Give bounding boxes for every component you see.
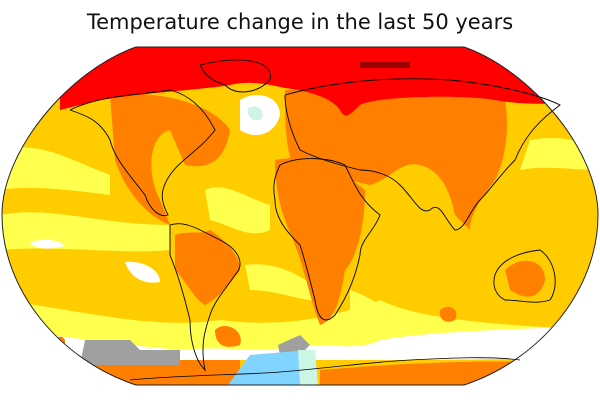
map-title: Temperature change in the last 50 years xyxy=(86,10,514,34)
region-antarctic-slight-cooling xyxy=(298,350,318,385)
coast-africa xyxy=(273,158,381,321)
coast-greenland xyxy=(199,59,271,93)
band-slight-north-pacific-east xyxy=(2,147,110,195)
region-africa xyxy=(275,158,365,325)
region-north-atlantic-cool xyxy=(247,106,263,121)
map-frame xyxy=(1,46,599,386)
region-antarctic-peninsula xyxy=(185,388,255,395)
region-south-atlantic-patch xyxy=(215,325,241,347)
region-north-america xyxy=(110,93,230,225)
coast-south-america xyxy=(169,223,241,372)
coast-australia xyxy=(493,249,556,303)
band-slight-tasman xyxy=(350,290,393,340)
region-indian-patch xyxy=(439,306,457,322)
region-australia xyxy=(505,260,545,297)
region-antarctic-cooling xyxy=(228,350,318,385)
coast-eurasia xyxy=(284,78,561,231)
region-arctic xyxy=(60,47,598,116)
coast-north-america xyxy=(69,89,216,217)
region-siberia-extreme xyxy=(360,62,410,68)
coastlines xyxy=(69,59,561,381)
region-pacific-neutral-2 xyxy=(125,261,160,283)
region-antarctic-no-data xyxy=(80,340,180,365)
region-south-america xyxy=(175,230,240,305)
region-pacific-neutral-1 xyxy=(30,239,65,249)
region-eurasia xyxy=(285,90,507,230)
band-slight-south-atlantic xyxy=(245,264,330,302)
coast-antarctica xyxy=(129,357,521,381)
band-slight-atlantic xyxy=(205,187,270,234)
region-pacific-patch xyxy=(54,336,66,347)
band-slight-west-pacific xyxy=(520,138,598,170)
